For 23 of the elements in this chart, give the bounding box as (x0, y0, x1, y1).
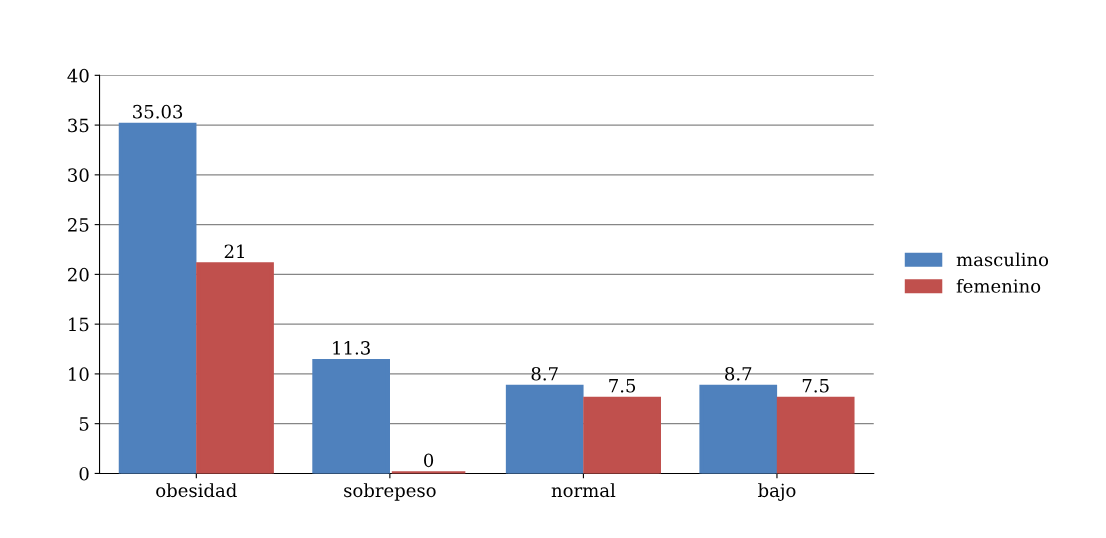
data-label: 7.5 (609, 379, 636, 393)
y-tick-label: 15 (69, 317, 89, 332)
y-tick-label: 20 (68, 267, 89, 282)
legend-label: masculino (956, 252, 1049, 267)
x-tick-label: obesidad (156, 483, 237, 498)
y-tick-label: 30 (68, 168, 89, 182)
y-tick-label: 40 (67, 68, 89, 83)
data-label: 11.3 (333, 341, 370, 355)
x-tick-label: bajo (758, 483, 796, 501)
data-label: 0 (424, 453, 434, 468)
data-label: 7.5 (802, 379, 829, 393)
data-label: 21 (224, 244, 244, 258)
y-tick-label: 0 (79, 466, 89, 481)
x-tick-label: normal (551, 483, 616, 498)
y-tick-label: 5 (79, 417, 89, 431)
data-label: 8.7 (725, 366, 752, 381)
data-label: 8.7 (531, 366, 558, 381)
x-tick-label: sobrepeso (344, 483, 436, 501)
y-tick-label: 10 (69, 367, 89, 382)
legend-label: femenino (956, 278, 1041, 293)
data-label: 35.03 (133, 104, 183, 119)
y-tick-label: 25 (68, 218, 89, 232)
y-tick-label: 35 (68, 118, 89, 133)
